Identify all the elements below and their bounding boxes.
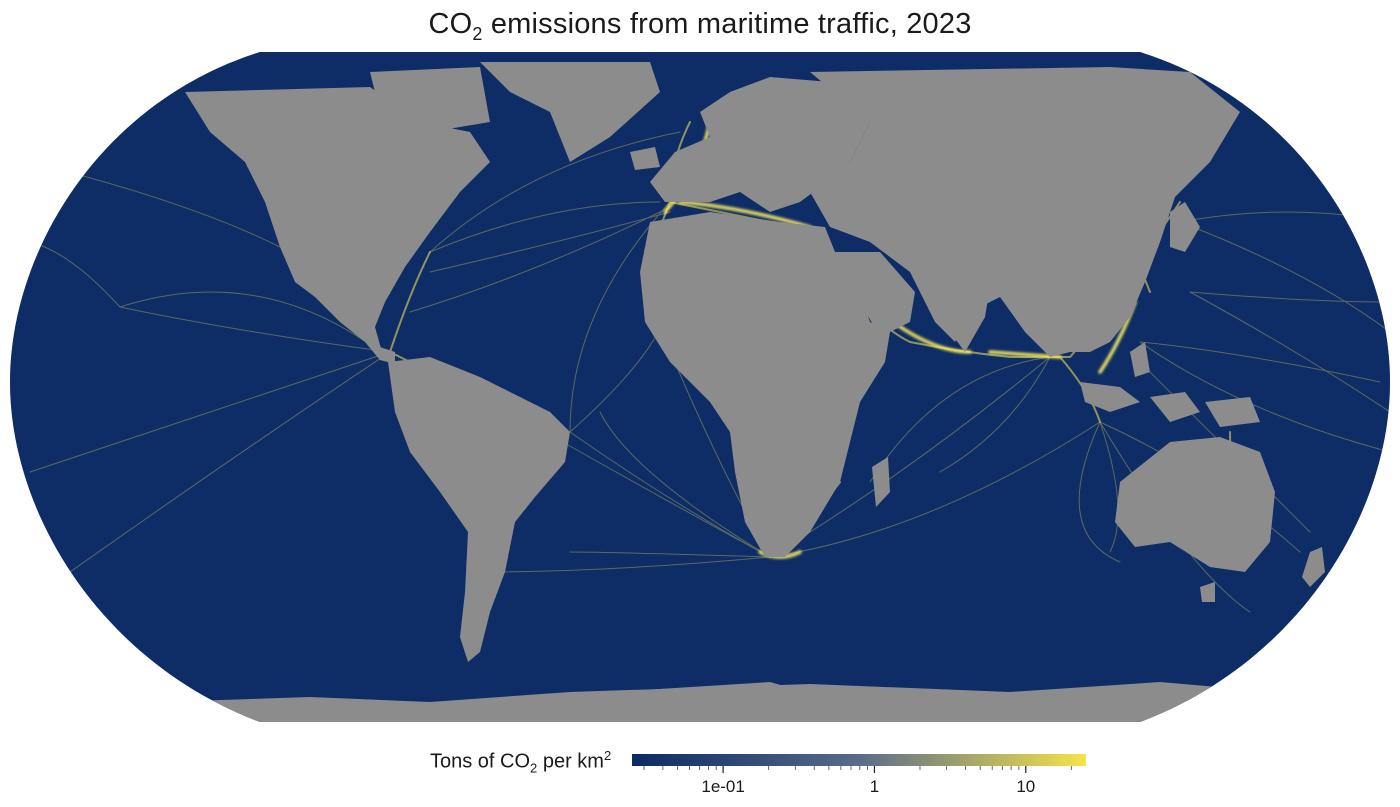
map-title: CO2 emissions from maritime traffic, 202… bbox=[428, 8, 972, 44]
legend: Tons of CO2 per km2 1e-01 1 10 bbox=[0, 740, 1400, 800]
color-bar-tick-label: 1 bbox=[870, 777, 879, 796]
legend-label: Tons of CO2 per km2 bbox=[430, 748, 612, 776]
color-bar-tick-label: 10 bbox=[1016, 777, 1035, 796]
world-map bbox=[10, 52, 1390, 722]
color-bar-gradient bbox=[632, 754, 1086, 766]
land bbox=[10, 62, 1390, 722]
color-bar-tick-label: 1e-01 bbox=[701, 777, 744, 796]
color-bar: 1e-01 1 10 bbox=[632, 754, 1086, 796]
